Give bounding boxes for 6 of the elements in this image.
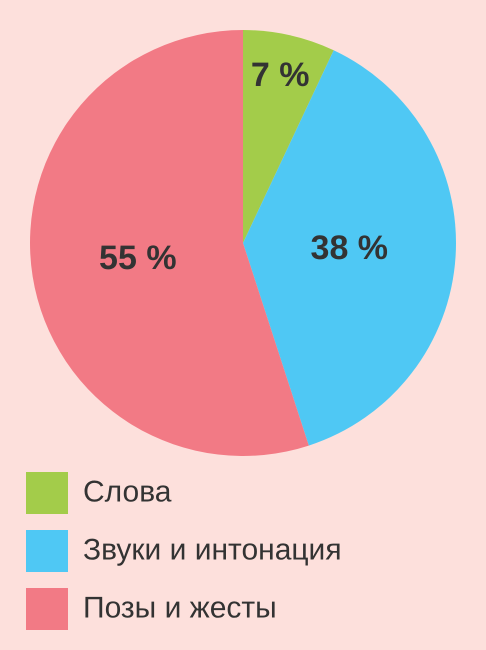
legend-label: Слова: [83, 475, 172, 508]
data-label: 7 %: [250, 56, 310, 94]
data-label: 38 %: [310, 229, 388, 268]
data-label: 55 %: [99, 239, 177, 278]
legend-label: Позы и жесты: [83, 591, 277, 624]
legend-label: Звуки и интонация: [83, 533, 342, 566]
